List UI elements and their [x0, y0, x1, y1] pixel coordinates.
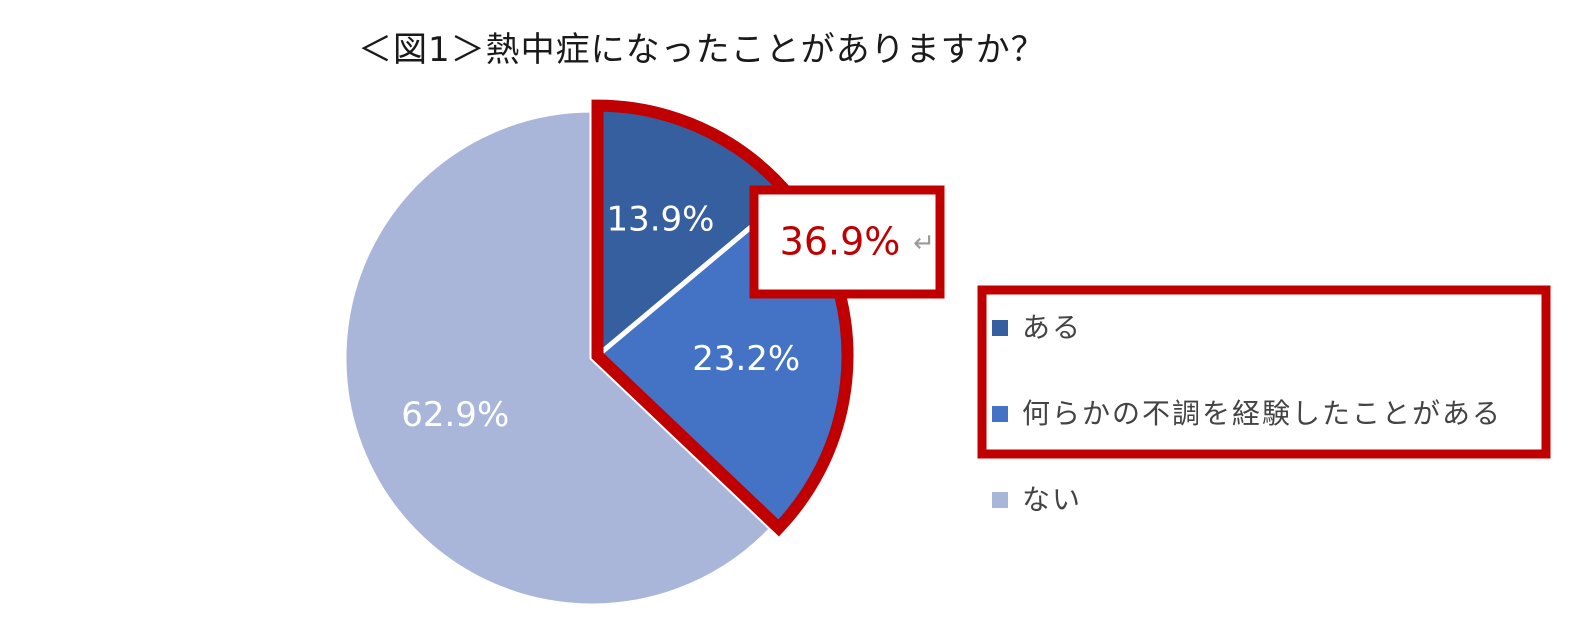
slice-labels: 13.9% 23.2% 62.9%	[401, 199, 800, 435]
pie-slices	[341, 105, 848, 609]
chart-title: ＜図1＞熱中症になったことがありますか？	[358, 30, 1046, 70]
slice-label-2: 62.9%	[401, 395, 509, 435]
legend-swatch-2	[992, 492, 1008, 508]
legend-swatch-1	[992, 406, 1008, 422]
callout: 36.9% ↵	[749, 185, 945, 299]
legend-swatch-0	[992, 320, 1008, 336]
legend-label-0: ある	[1022, 311, 1082, 344]
legend-label-1: 何らかの不調を経験したことがある	[1022, 397, 1502, 430]
legend-highlight-box	[977, 285, 1551, 459]
callout-box	[749, 185, 945, 299]
return-arrow-icon: ↵	[913, 229, 935, 259]
callout-value: 36.9%	[780, 220, 901, 264]
slice-label-0: 13.9%	[606, 199, 714, 239]
pie-slice-2	[341, 107, 775, 609]
legend-label-2: ない	[1022, 483, 1082, 516]
slice-label-1: 23.2%	[692, 339, 800, 379]
